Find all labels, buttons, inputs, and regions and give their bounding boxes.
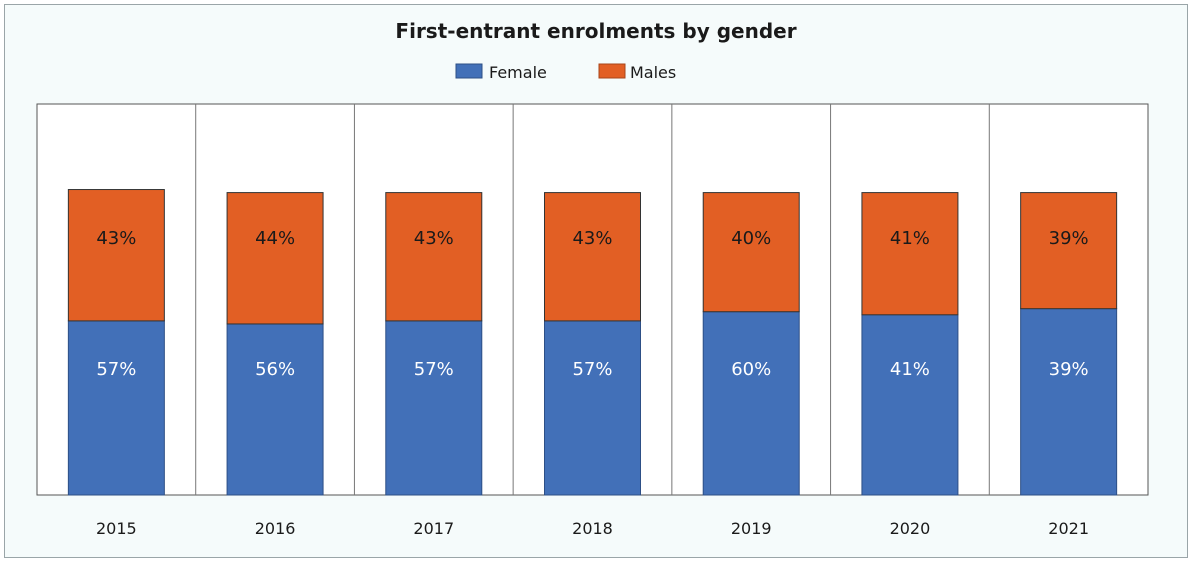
chart-title: First-entrant enrolments by gender (395, 19, 796, 43)
bar-female-2019 (702, 311, 800, 496)
data-label-males-2017: 43% (414, 228, 454, 249)
data-label-males-2016: 44% (255, 228, 295, 249)
bar-males-2017 (385, 192, 483, 322)
data-label-female-2020: 41% (890, 359, 930, 380)
legend-label-males: Males (630, 63, 676, 82)
x-tick-2020: 2020 (890, 519, 931, 538)
data-label-female-2016: 56% (255, 359, 295, 380)
legend-label-female: Female (489, 63, 547, 82)
x-tick-2018: 2018 (572, 519, 613, 538)
data-label-female-2017: 57% (414, 359, 454, 380)
bar-males-2019 (702, 192, 800, 313)
data-label-female-2021: 39% (1049, 359, 1089, 380)
x-tick-2015: 2015 (96, 519, 137, 538)
bar-labels: 57% 43% 56% 44% 57% 43% 57% 43% 60% 40% 41% 41% 39% 3… (96, 228, 1088, 380)
category-separators (195, 104, 990, 495)
x-axis-tick-labels: 2015 2016 2017 2018 2019 2020 2021 (96, 519, 1089, 538)
data-label-female-2019: 60% (731, 359, 771, 380)
x-tick-2017: 2017 (413, 519, 454, 538)
data-label-males-2018: 43% (572, 228, 612, 249)
bar-males-2020 (861, 192, 959, 316)
bar-males-2018 (544, 192, 641, 322)
x-tick-2019: 2019 (731, 519, 772, 538)
bars (67, 189, 1118, 496)
bar-female-2015 (67, 320, 165, 496)
bar-males-2015 (67, 189, 165, 322)
bar-female-2016 (226, 323, 324, 496)
legend-swatch-males (598, 63, 626, 79)
data-label-males-2015: 43% (96, 228, 136, 249)
x-tick-2021: 2021 (1048, 519, 1089, 538)
data-label-males-2021: 39% (1049, 228, 1089, 249)
bar-female-2020 (861, 314, 959, 496)
bar-males-2016 (226, 192, 324, 325)
bar-female-2017 (385, 320, 483, 496)
bar-female-2018 (544, 320, 641, 496)
x-tick-2016: 2016 (255, 519, 296, 538)
data-label-female-2015: 57% (96, 359, 136, 380)
bar-males-2021 (1020, 192, 1118, 310)
data-label-males-2020: 41% (890, 228, 930, 249)
data-label-female-2018: 57% (572, 359, 612, 380)
data-label-males-2019: 40% (731, 228, 771, 249)
legend: Female Males (455, 63, 676, 82)
bar-female-2021 (1020, 308, 1118, 496)
legend-swatch-female (455, 63, 483, 79)
